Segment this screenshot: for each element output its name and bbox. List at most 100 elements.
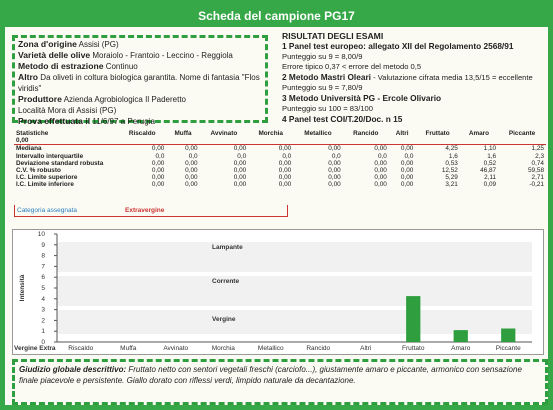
table-cell: 0,00	[400, 181, 414, 189]
column-header: Altri	[395, 130, 409, 137]
x-tick-label: Altri	[360, 345, 371, 352]
zone-label: Lampante	[212, 244, 243, 251]
footer-text: Fruttato netto con sentori vegetali fres…	[19, 365, 522, 385]
footer: Giudizio globale descrittivo: Fruttato n…	[12, 359, 548, 405]
table-cell: 0,00	[278, 159, 292, 167]
info-value: Località Mora di Assisi (PG)	[18, 106, 117, 115]
stats-table: Statistiche Riscaldo Muffa Avvinato Morchia M…	[14, 130, 546, 189]
info-value: Da oliveti in coltura biologica garantit…	[18, 73, 260, 93]
row-label: I.C. Limite superiore	[16, 174, 78, 182]
header-row: 0,00	[14, 137, 546, 145]
table-row: Intervallo interquartile 0,0 0,0 0,0 0,0 0,0 0…	[14, 153, 546, 160]
x-tick-label: Amaro	[451, 345, 471, 352]
info-label: Produttore	[18, 94, 62, 104]
table-cell: 0,00	[233, 181, 247, 189]
zone-band	[57, 242, 532, 272]
y-tick-label: 6	[41, 274, 45, 281]
info-row: Altro Da oliveti in coltura biologica ga…	[18, 72, 262, 94]
result-heading: 3 Metodo Università PG - Ercole Olivario	[282, 93, 442, 103]
row-label: Deviazione standard robusta	[16, 159, 104, 167]
table-cell: 1,6	[448, 152, 458, 160]
table-cell: 0,00	[374, 167, 387, 175]
table-cell: 0,0	[404, 152, 414, 160]
result-heading-row: 2 Metodo Mastri Oleari - Valutazione cif…	[282, 72, 544, 83]
x-tick-label: Morchia	[212, 345, 236, 352]
table-cell: 0,00	[166, 144, 200, 153]
column-header: Piccante	[508, 130, 536, 137]
table-cell: 1,25	[498, 144, 546, 153]
info-label: Varietà delle olive	[18, 50, 91, 60]
table-cell: 0,00	[151, 174, 165, 182]
table-cell: 0,00	[374, 174, 387, 182]
table-cell: 0,00	[185, 181, 198, 189]
info-value: Moraiolo - Frantoio - Leccino - Reggiola	[92, 51, 233, 60]
y-tick-label: 9	[41, 242, 45, 249]
table-cell: 0,00	[185, 174, 198, 182]
table-cell: 0,0	[331, 152, 341, 160]
info-label: Metodo di estrazione	[18, 61, 104, 71]
sample-info: Zona d'origine Assisi (PG) Varietà delle …	[12, 35, 268, 126]
table-cell: 0,00	[151, 181, 165, 189]
x-tick-label: Rancido	[306, 345, 330, 352]
result-detail: Errore tipico 0,37 < errore del metodo 0…	[282, 62, 422, 71]
table-cell: 59,58	[528, 167, 544, 175]
info-row: Varietà delle olive Moraiolo - Frantoio …	[18, 50, 262, 61]
chart: 0 1 2 3 4 5 6 7 8 9 10 Intensità Lampante Corrente Ver…	[12, 229, 544, 355]
table-cell: -0,21	[529, 181, 544, 189]
zone-label: Vergine	[212, 316, 236, 323]
result-note: - Valutazione cifrata media 13,5/15 = ec…	[370, 73, 533, 82]
corner-value: 0,00	[16, 137, 29, 145]
column-header: Avvinato	[210, 130, 238, 137]
table-cell: 0,0	[377, 152, 387, 160]
table-cell: 2,3	[535, 152, 544, 160]
footer-label: Giudizio globale descrittivo:	[19, 365, 127, 374]
header-row: Statistiche Riscaldo Muffa Avvinato Morchia M…	[14, 130, 546, 137]
y-tick-label: 1	[41, 328, 45, 335]
zone-band	[57, 310, 532, 334]
info-label: Altro	[18, 72, 39, 82]
table-cell: 1,10	[459, 144, 499, 153]
column-header: Riscaldo	[128, 130, 156, 137]
result-detail: Punteggio su 100 = 83/100	[282, 104, 373, 113]
table-cell: 0,00	[328, 167, 341, 175]
y-tick-label: 7	[41, 263, 45, 270]
result-heading-row: 3 Metodo Università PG - Ercole Olivario	[282, 93, 544, 104]
table-cell: 0,00	[400, 167, 414, 175]
info-row: Prova effettuata il 11/6/97 a Perugia	[18, 116, 262, 127]
table-cell: 0,00	[151, 159, 165, 167]
result-heading: 1 Panel test europeo: allegato XII del R…	[282, 41, 514, 51]
bar	[453, 330, 468, 342]
table-cell: 0,0	[282, 152, 292, 160]
x-tick-label: Riscaldo	[68, 345, 93, 352]
table-cell: 5,29	[445, 174, 458, 182]
x-tick-label: Muffa	[120, 345, 137, 352]
table-cell: 0,00	[185, 159, 198, 167]
info-label: Prova effettuata il	[18, 116, 91, 126]
table-cell: 2,71	[531, 174, 544, 182]
table-cell: 0,00	[233, 159, 247, 167]
y-tick-label: 10	[38, 231, 46, 238]
table-cell: 0,74	[531, 159, 544, 167]
info-value: Continuo	[105, 62, 138, 71]
result-detail: Punteggio su 9 = 7,80/9	[282, 83, 363, 92]
info-row: Località Mora di Assisi (PG)	[18, 105, 262, 116]
bar	[501, 328, 516, 342]
y-tick-label: 8	[41, 253, 45, 260]
table-row: Deviazione standard robusta 0,00 0,00 0,00 0…	[14, 160, 546, 167]
table-cell: 0,0	[188, 152, 198, 160]
card-title: Scheda del campione PG17	[198, 9, 355, 23]
y-tick-label: 3	[41, 307, 45, 314]
zone-label: Vergine Extra	[14, 345, 56, 352]
table-cell: 0,00	[388, 144, 416, 153]
x-tick-label: Fruttato	[402, 345, 425, 352]
table-cell: 0,00	[400, 174, 414, 182]
info-label: Zona d'origine	[18, 39, 77, 49]
zone-label: Corrente	[212, 278, 239, 285]
results: RISULTATI DEGLI ESAMI 1 Panel test europ…	[282, 31, 544, 125]
y-tick-label: 4	[41, 296, 45, 303]
y-tick-label: 5	[41, 285, 45, 292]
table-cell: 0,00	[151, 167, 165, 175]
category-box: Categoria assegnata Extravergine	[14, 205, 288, 217]
table-cell: 0,00	[278, 167, 292, 175]
